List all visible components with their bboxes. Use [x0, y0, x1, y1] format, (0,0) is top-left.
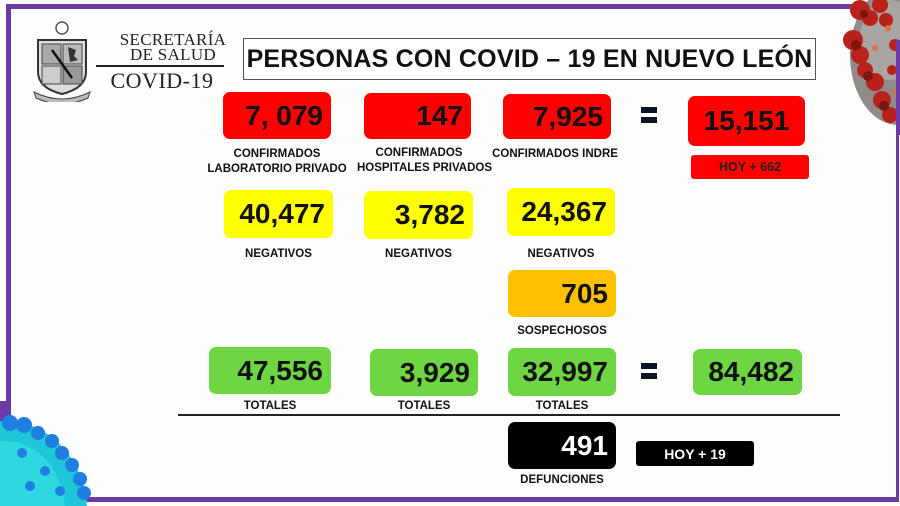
negatives-lab-privado-value: 40,477	[224, 190, 333, 238]
deaths-value: 491	[508, 422, 616, 469]
suspects-value: 705	[508, 270, 616, 317]
negatives-indre-value: 24,367	[507, 188, 615, 236]
coronavirus-blue-image	[0, 401, 95, 506]
logo-divider	[96, 65, 224, 67]
confirmed-indre-label: CONFIRMADOS INDRE	[492, 148, 618, 160]
slide-frame	[6, 4, 899, 502]
confirmed-hospitales-privados-label: CONFIRMADOS HOSPITALES PRIVADOS	[357, 146, 493, 176]
confirmed-lab-privado-value: 7, 079	[223, 92, 331, 139]
suspects-label: SOSPECHOSOS	[517, 325, 607, 337]
label-line: CONFIRMADOS	[375, 147, 463, 159]
confirmed-today-badge: HOY + 662	[691, 155, 809, 179]
confirmed-lab-privado-label: CONFIRMADOS LABORATORIO PRIVADO	[196, 147, 358, 177]
page-title: PERSONAS CON COVID – 19 EN NUEVO LEÓN	[243, 38, 816, 80]
confirmed-hospitales-privados-value: 147	[364, 93, 471, 139]
deaths-today-badge: HOY + 19	[636, 441, 754, 466]
nuevo-leon-coat-of-arms-icon	[32, 20, 92, 105]
coronavirus-red-image	[820, 0, 900, 135]
totals-indre-label: TOTALES	[535, 400, 589, 412]
negatives-hospitales-privados-label: NEGATIVOS	[385, 248, 452, 260]
divider-line	[178, 414, 840, 416]
label-line: LABORATORIO PRIVADO	[207, 163, 347, 175]
totals-indre-value: 32,997	[508, 348, 616, 396]
totals-lab-privado-value: 47,556	[209, 347, 331, 394]
logo-line-covid: COVID-19	[110, 68, 214, 93]
logo-line-salud: DE SALUD	[130, 45, 216, 64]
totals-hospitales-privados-label: TOTALES	[397, 400, 451, 412]
label-line: CONFIRMADOS	[233, 148, 321, 160]
confirmed-total-value: 15,151	[688, 96, 805, 146]
totals-hospitales-privados-value: 3,929	[370, 349, 478, 396]
grand-total-value: 84,482	[693, 349, 802, 395]
totals-lab-privado-label: TOTALES	[243, 400, 297, 412]
logo-line-secretaria: SECRETARÍA	[119, 30, 227, 49]
equals-icon	[641, 107, 657, 124]
negatives-indre-label: NEGATIVOS	[527, 248, 595, 260]
label-line: HOSPITALES PRIVADOS	[357, 162, 493, 174]
deaths-label: DEFUNCIONES	[520, 474, 604, 486]
equals-icon	[641, 363, 657, 380]
negatives-hospitales-privados-value: 3,782	[364, 191, 473, 239]
secretaria-salud-logo: SECRETARÍA DE SALUD COVID-19	[28, 18, 228, 105]
negatives-lab-privado-label: NEGATIVOS	[245, 248, 312, 260]
confirmed-indre-value: 7,925	[503, 94, 611, 139]
